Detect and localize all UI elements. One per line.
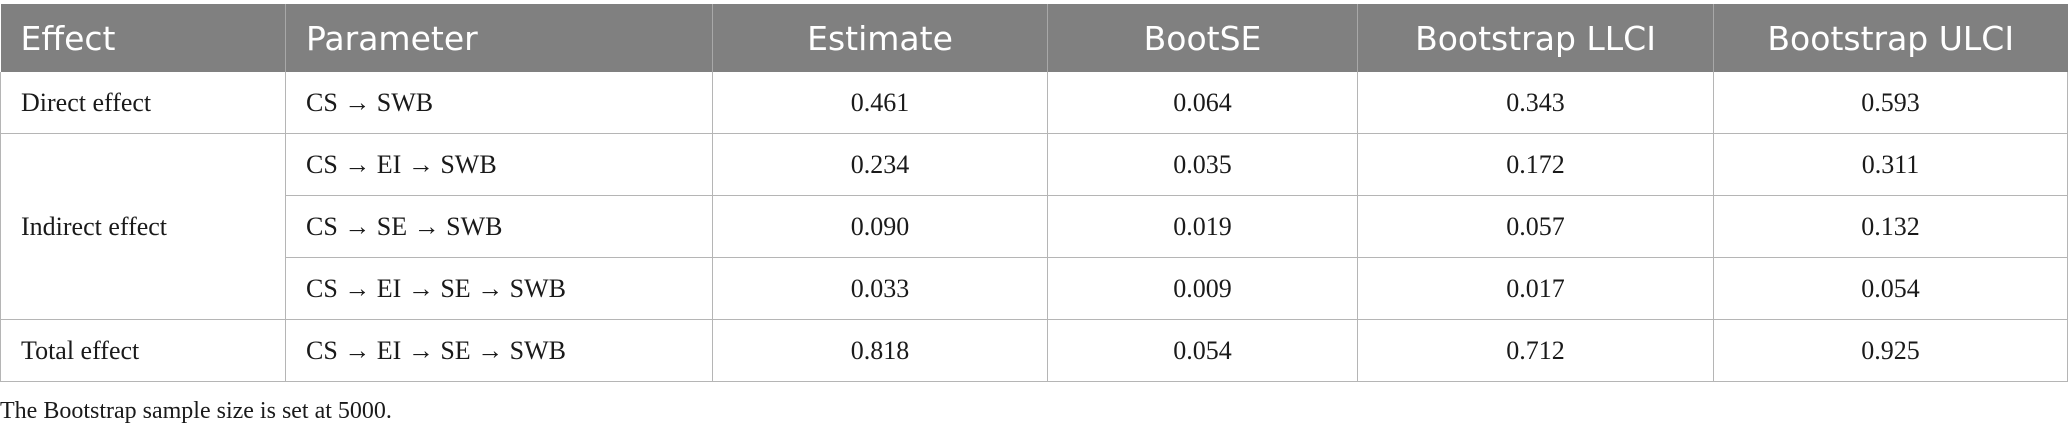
estimate-cell: 0.033 — [712, 257, 1048, 320]
bootse-cell: 0.019 — [1047, 195, 1358, 258]
header-estimate: Estimate — [712, 4, 1048, 72]
header-bootstrap-ulci: Bootstrap ULCI — [1713, 4, 2068, 72]
bootse-cell: 0.035 — [1047, 133, 1358, 196]
table-row: CS → EI → SE → SWB 0.033 0.009 0.017 0.0… — [1, 257, 2068, 320]
estimate-cell: 0.234 — [712, 133, 1048, 196]
header-effect: Effect — [0, 4, 286, 72]
estimate-cell: 0.090 — [712, 195, 1048, 258]
ulci-cell: 0.925 — [1713, 319, 2068, 382]
bootse-cell: 0.064 — [1047, 72, 1358, 134]
llci-cell: 0.057 — [1357, 195, 1714, 258]
parameter-cell: CS → EI → SE → SWB — [285, 319, 713, 382]
table-header-row: Effect Parameter Estimate BootSE Bootstr… — [0, 4, 2068, 72]
parameter-cell: CS → EI → SE → SWB — [285, 257, 713, 320]
parameter-cell: CS → SE → SWB — [285, 195, 713, 258]
llci-cell: 0.343 — [1357, 72, 1714, 134]
bootse-cell: 0.054 — [1047, 319, 1358, 382]
llci-cell: 0.017 — [1357, 257, 1714, 320]
header-parameter: Parameter — [285, 4, 713, 72]
table-row: Direct effect CS → SWB 0.461 0.064 0.343… — [0, 72, 2068, 134]
ulci-cell: 0.132 — [1713, 195, 2068, 258]
ulci-cell: 0.311 — [1713, 133, 2068, 196]
header-bootstrap-llci: Bootstrap LLCI — [1357, 4, 1714, 72]
table-row: Indirect effect CS → EI → SWB 0.234 0.03… — [0, 133, 2068, 320]
table-body: Direct effect CS → SWB 0.461 0.064 0.343… — [0, 72, 2068, 382]
mediation-effects-table: Effect Parameter Estimate BootSE Bootstr… — [0, 4, 2068, 382]
estimate-cell: 0.461 — [712, 72, 1048, 134]
effect-cell: Total effect — [0, 319, 286, 382]
effect-cell: Indirect effect — [0, 133, 286, 320]
llci-cell: 0.172 — [1357, 133, 1714, 196]
parameter-cell: CS → SWB — [285, 72, 713, 134]
table-footnote: The Bootstrap sample size is set at 5000… — [0, 398, 392, 424]
effect-cell: Direct effect — [0, 72, 286, 134]
ulci-cell: 0.054 — [1713, 257, 2068, 320]
llci-cell: 0.712 — [1357, 319, 1714, 382]
table-row: Total effect CS → EI → SE → SWB 0.818 0.… — [0, 319, 2068, 382]
parameter-cell: CS → EI → SWB — [285, 133, 713, 196]
header-bootse: BootSE — [1047, 4, 1358, 72]
ulci-cell: 0.593 — [1713, 72, 2068, 134]
table-row: CS → SE → SWB 0.090 0.019 0.057 0.132 — [1, 195, 2068, 258]
estimate-cell: 0.818 — [712, 319, 1048, 382]
bootse-cell: 0.009 — [1047, 257, 1358, 320]
